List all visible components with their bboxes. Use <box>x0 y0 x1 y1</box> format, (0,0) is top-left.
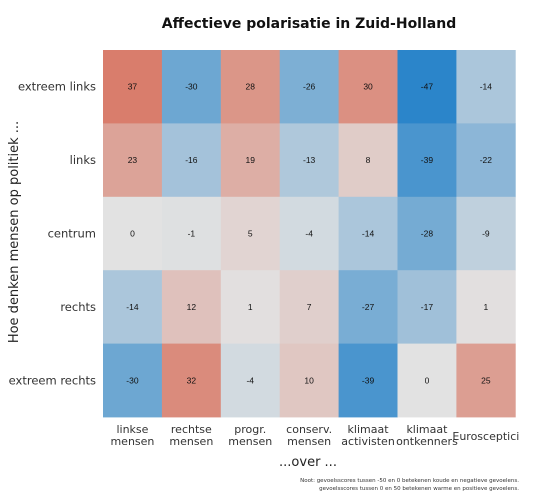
cell-value-label: 7 <box>307 302 312 312</box>
heatmap-cell <box>161 123 222 198</box>
heatmap-cell <box>161 343 222 418</box>
cell-value-label: -4 <box>305 229 313 239</box>
heatmap-cell <box>161 270 222 344</box>
column-label: mensen <box>228 435 272 448</box>
heatmap-cell <box>456 270 516 344</box>
heatmap-cell <box>456 50 516 124</box>
cell-value-label: 19 <box>246 155 256 165</box>
cell-value-label: -30 <box>126 375 139 385</box>
cell-value-label: 30 <box>363 82 373 92</box>
heatmap-cell <box>397 196 457 271</box>
row-labels: extreem links links centrum rechts extreem r… <box>9 80 96 388</box>
cell-value-label: 0 <box>425 375 430 385</box>
cell-value-label: -16 <box>185 155 198 165</box>
heatmap-cell <box>103 196 163 271</box>
row-label: links <box>70 153 96 167</box>
cell-value-label: 28 <box>246 82 256 92</box>
heatmap-cell <box>279 270 339 344</box>
heatmap-cell <box>338 50 398 124</box>
cell-value-label: -39 <box>362 375 375 385</box>
column-label: mensen <box>169 435 213 448</box>
heatmap-cell <box>338 343 398 418</box>
cell-value-label: 8 <box>366 155 371 165</box>
heatmap-cell <box>456 343 516 418</box>
cell-value-label: -9 <box>482 229 490 239</box>
column-label: rechtse <box>171 423 212 436</box>
cell-value-label: -14 <box>362 229 375 239</box>
cell-value-label: -14 <box>126 302 139 312</box>
cell-value-label: 1 <box>248 302 253 312</box>
heatmap-cell <box>338 123 398 198</box>
heatmap-cell <box>279 343 339 418</box>
column-label: progr. <box>234 423 266 436</box>
cell-value-label: 32 <box>187 375 197 385</box>
cell-value-label: -26 <box>303 82 316 92</box>
x-axis-title: ...over ... <box>279 455 337 470</box>
column-label: klimaat <box>348 423 390 436</box>
cell-value-label: -47 <box>421 82 434 92</box>
row-label: extreem links <box>18 80 96 94</box>
cell-value-label: 1 <box>483 302 488 312</box>
heatmap-cell <box>279 50 339 124</box>
column-label: ontkenners <box>396 435 458 448</box>
heatmap-cell <box>397 270 457 344</box>
heatmap-cell <box>220 123 281 198</box>
cell-value-label: -13 <box>303 155 316 165</box>
cell-value-label: -28 <box>421 229 434 239</box>
heatmap-cell <box>279 196 339 271</box>
row-label: rechts <box>60 300 96 314</box>
cell-value-label: -1 <box>188 229 196 239</box>
heatmap-cell <box>103 343 163 418</box>
cell-value-label: 23 <box>128 155 138 165</box>
heatmap-cell <box>456 123 516 198</box>
heatmap-cell <box>161 50 222 124</box>
cell-value-label: -30 <box>185 82 198 92</box>
heatmap-cell <box>338 196 398 271</box>
column-label: klimaat <box>406 423 448 436</box>
cell-value-label: 37 <box>128 82 138 92</box>
heatmap-cell <box>338 270 398 344</box>
heatmap-cell <box>279 123 339 198</box>
heatmap-cell <box>161 196 222 271</box>
cell-value-label: 0 <box>130 229 135 239</box>
note-line-2: gevoelsscores tussen 0 en 50 betekenen w… <box>319 486 519 492</box>
heatmap-cell <box>220 343 281 418</box>
cell-value-label: 12 <box>187 302 197 312</box>
heatmap-cell <box>103 123 163 198</box>
column-label: mensen <box>287 435 331 448</box>
cell-value-label: 10 <box>304 375 314 385</box>
column-label: activisten <box>341 435 395 448</box>
note-line-1: Noot: gevoelsscores tussen -50 en 0 bete… <box>300 478 519 484</box>
column-label: Eurosceptici <box>452 430 519 443</box>
cell-value-label: 25 <box>481 375 491 385</box>
column-label: linkse <box>116 423 148 436</box>
chart-title: Affectieve polarisatie in Zuid-Holland <box>162 16 456 32</box>
heatmap-cell <box>103 50 163 124</box>
column-label: conserv. <box>286 423 332 436</box>
heatmap-cell <box>397 50 457 124</box>
column-label: mensen <box>110 435 154 448</box>
heatmap-cell <box>456 196 516 271</box>
heatmap-cell <box>220 270 281 344</box>
heatmap-cell <box>397 343 457 418</box>
heatmap-cell <box>220 50 281 124</box>
cell-value-label: -39 <box>421 155 434 165</box>
heatmap-cell <box>397 123 457 198</box>
cell-value-label: -4 <box>246 375 254 385</box>
cell-value-label: 5 <box>248 229 253 239</box>
row-label: extreem rechts <box>9 373 96 387</box>
y-axis-title: Hoe denken mensen op politiek ... <box>7 121 22 343</box>
heatmap-cell <box>220 196 281 271</box>
row-label: centrum <box>48 227 96 241</box>
cell-value-label: -14 <box>480 82 493 92</box>
cell-value-label: -27 <box>362 302 375 312</box>
heatmap-cell <box>103 270 163 344</box>
cell-value-label: -17 <box>421 302 434 312</box>
column-labels: linksemensenrechtsemensenprogr.mensencon… <box>110 423 519 448</box>
cell-value-label: -22 <box>480 155 493 165</box>
